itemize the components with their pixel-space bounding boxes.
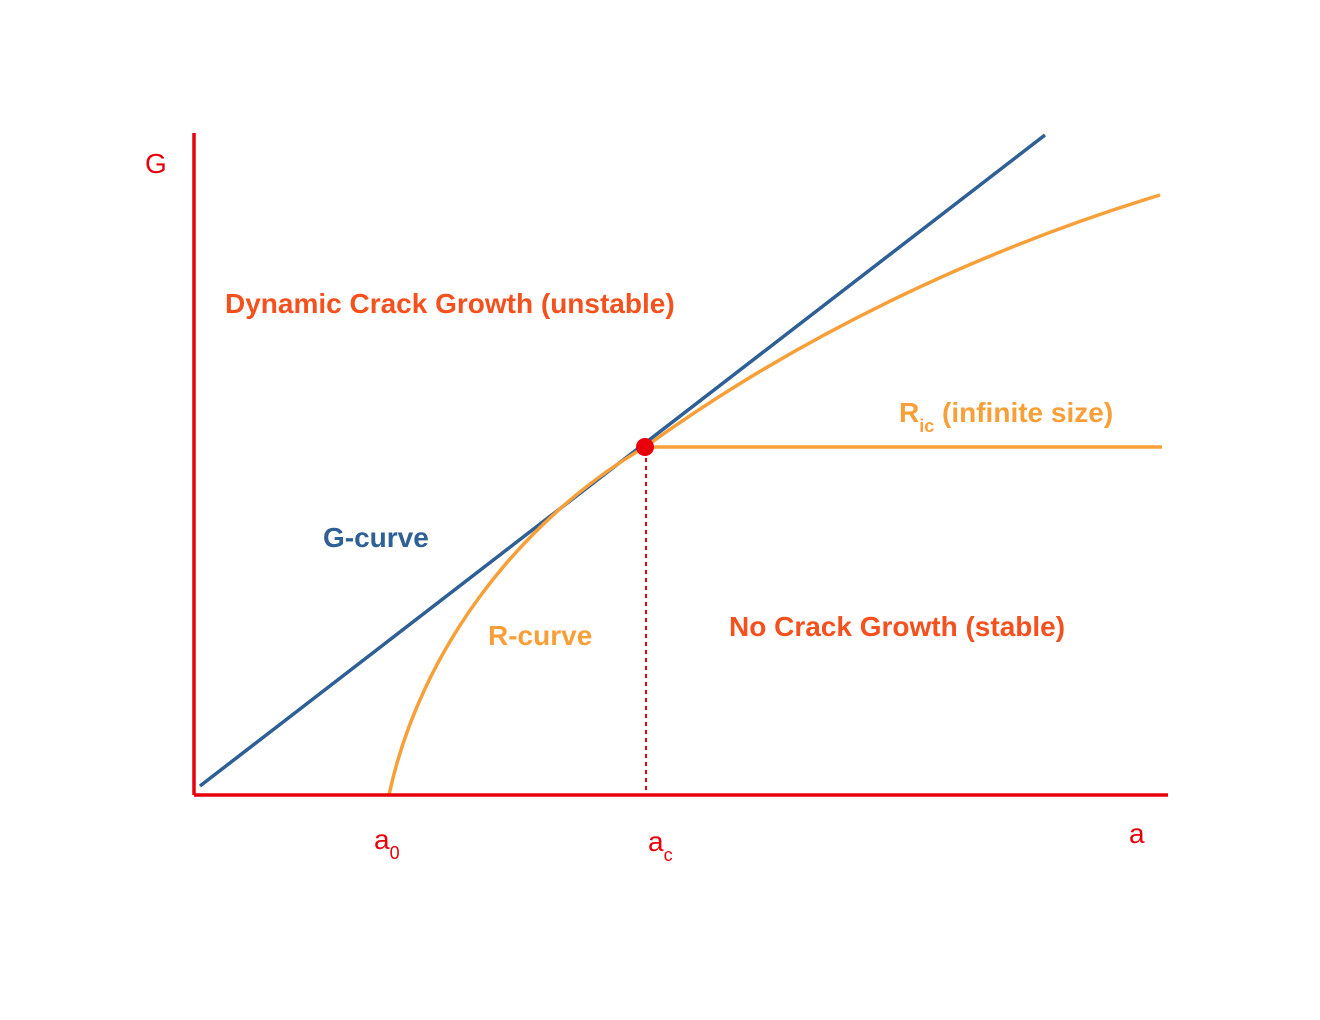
ric-label-rest: (infinite size) [934, 397, 1113, 428]
r-curve-extended [643, 193, 1161, 449]
x-axis-label: a [1129, 818, 1145, 849]
r-curve-line [387, 445, 646, 796]
ric-label-sub: ic [919, 416, 934, 436]
stable-region-label: No Crack Growth (stable) [729, 611, 1065, 642]
g-curve-label: G-curve [323, 522, 429, 553]
critical-point-marker [636, 438, 654, 456]
ac-label-main: a [648, 826, 664, 857]
ac-label-sub: c [664, 845, 673, 865]
ric-label: Ric (infinite size) [899, 397, 1113, 436]
r-curve-label: R-curve [488, 620, 592, 651]
a0-label-sub: 0 [390, 843, 400, 863]
unstable-region-label: Dynamic Crack Growth (unstable) [225, 288, 675, 319]
ric-label-main: R [899, 397, 919, 428]
y-axis-label: G [145, 148, 167, 179]
a0-label-main: a [374, 824, 390, 855]
ac-label: ac [648, 826, 673, 865]
a0-label: a0 [374, 824, 400, 863]
